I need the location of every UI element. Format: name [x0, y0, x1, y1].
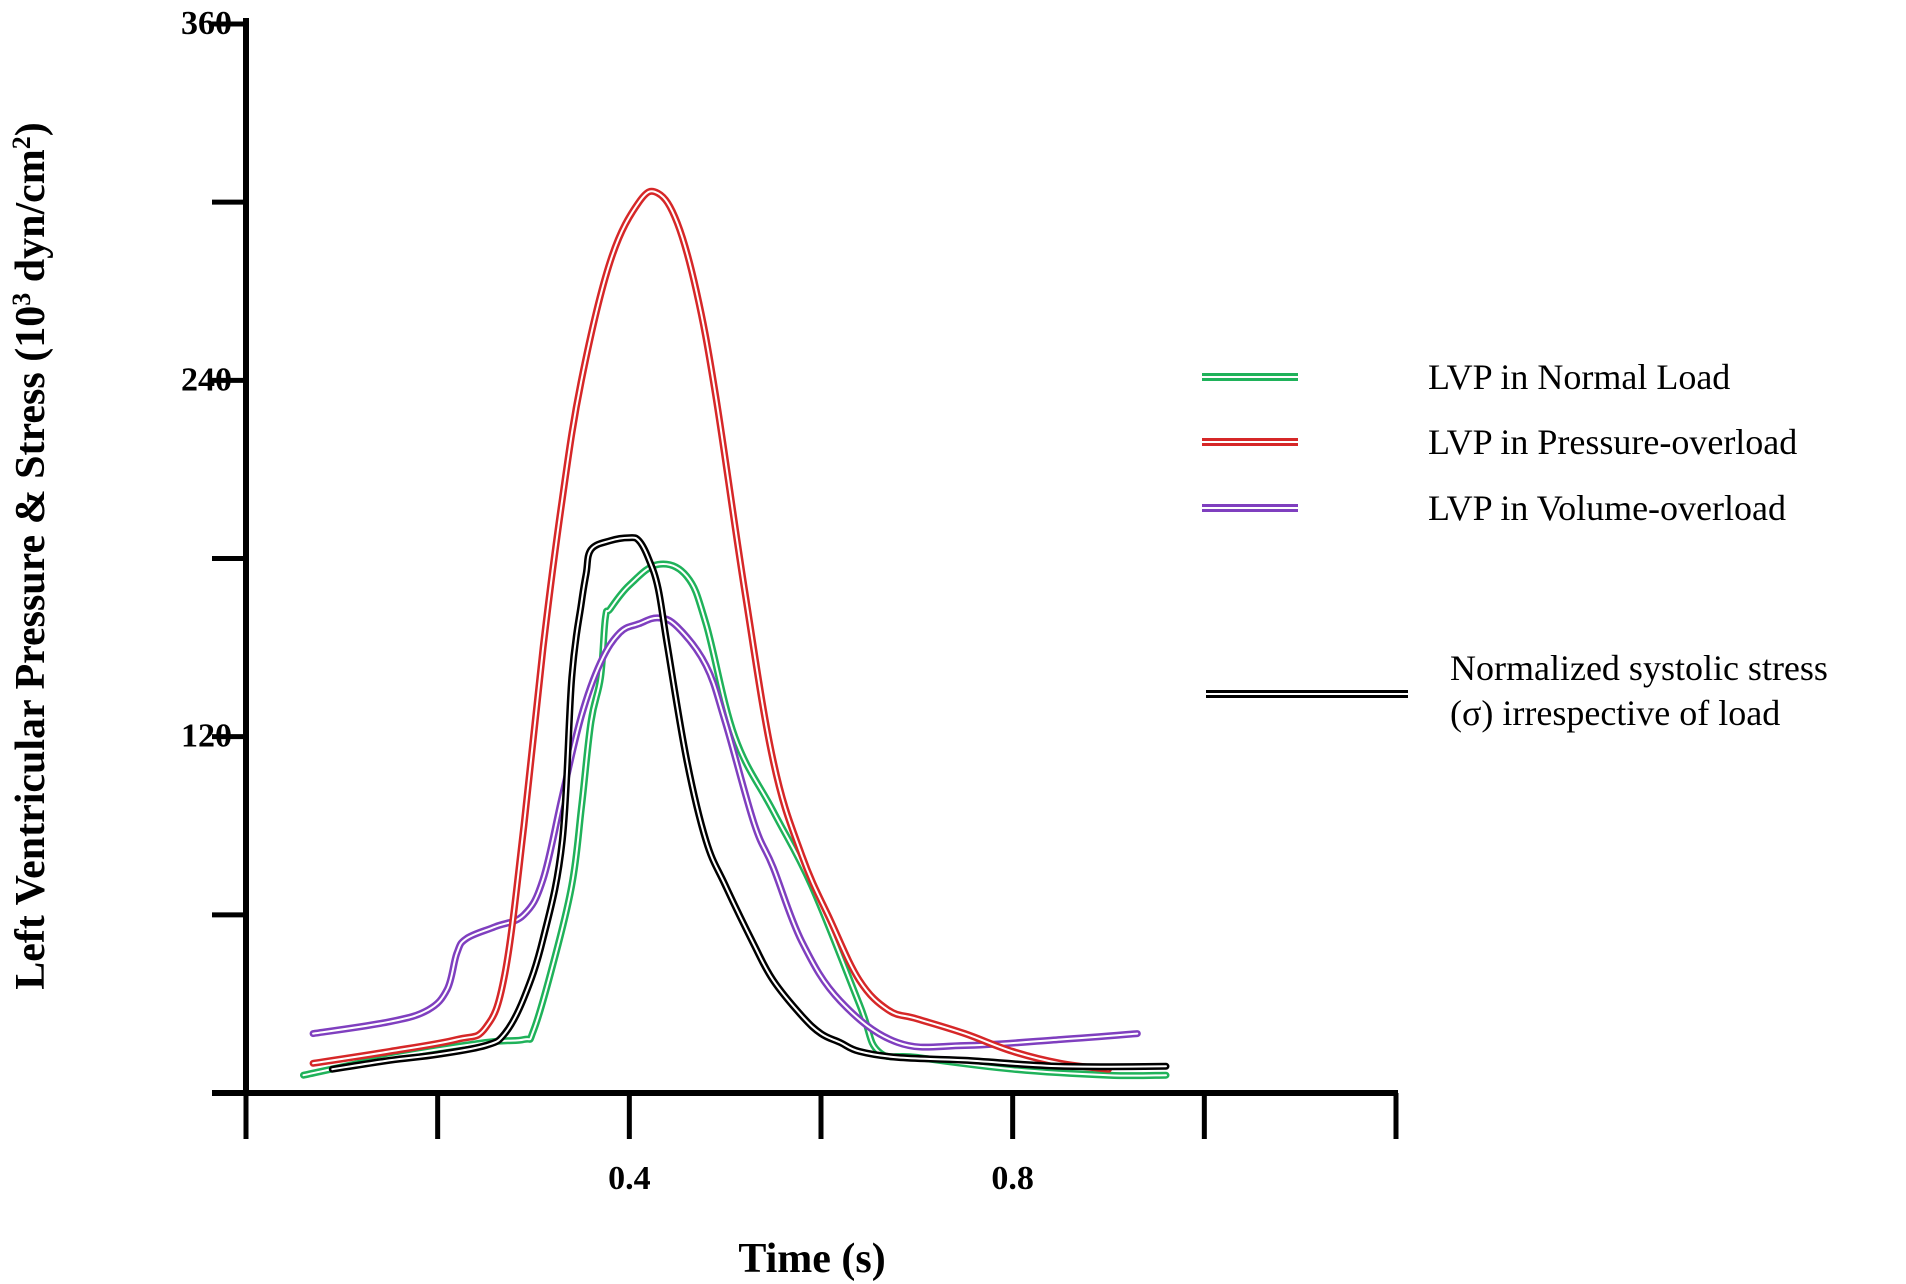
y-axis-title-sup2: 2 [7, 136, 36, 149]
y-axis-title-end: ) [8, 122, 54, 136]
y-axis-title-mid: dyn/cm [8, 149, 54, 293]
legend: LVP in Normal Load LVP in Pressure-overl… [1202, 357, 1828, 733]
legend-item-normalized-stress: Normalized systolic stress (σ) irrespect… [1206, 648, 1828, 733]
series-group [300, 187, 1170, 1080]
series-line-lvp-in-volume-overload [309, 614, 1141, 1051]
legend-label-normal-load: LVP in Normal Load [1428, 357, 1730, 397]
x-tick-label-0: 0.4 [608, 1160, 651, 1197]
legend-label-normalized-stress-line1: Normalized systolic stress [1450, 648, 1828, 688]
legend-item-pressure-overload: LVP in Pressure-overload [1202, 422, 1797, 462]
y-tick-label-2: 360 [181, 5, 232, 42]
x-tick-label-1: 0.8 [991, 1160, 1034, 1197]
legend-label-pressure-overload: LVP in Pressure-overload [1428, 422, 1797, 462]
y-tick-label-0: 120 [181, 718, 232, 755]
series-line-inner-lvp-in-normal-load [302, 563, 1167, 1077]
y-axis-title-sup1: 3 [7, 293, 36, 306]
axes-group [212, 18, 1398, 1096]
ticks-group: 0.4 0.8 120 240 360 [181, 5, 1399, 1197]
y-axis-title: Left Ventricular Pressure & Stress (103 … [7, 122, 55, 990]
legend-label-volume-overload: LVP in Volume-overload [1428, 488, 1786, 528]
y-axis-title-main: Left Ventricular Pressure & Stress (10 [8, 306, 54, 990]
legend-item-volume-overload: LVP in Volume-overload [1202, 488, 1786, 528]
x-axis-title: Time (s) [738, 1236, 885, 1282]
series-line-inner-normalized-systolic-stress-irrespective-of-load [331, 536, 1167, 1071]
series-line-inner-lvp-in-volume-overload [312, 616, 1139, 1049]
series-line-lvp-in-normal-load [300, 560, 1170, 1080]
series-line-inner-lvp-in-pressure-overload [312, 190, 1110, 1071]
y-tick-label-1: 240 [181, 361, 232, 398]
legend-label-normalized-stress-line2: (σ) irrespective of load [1450, 693, 1780, 733]
legend-item-normal-load: LVP in Normal Load [1202, 357, 1730, 397]
